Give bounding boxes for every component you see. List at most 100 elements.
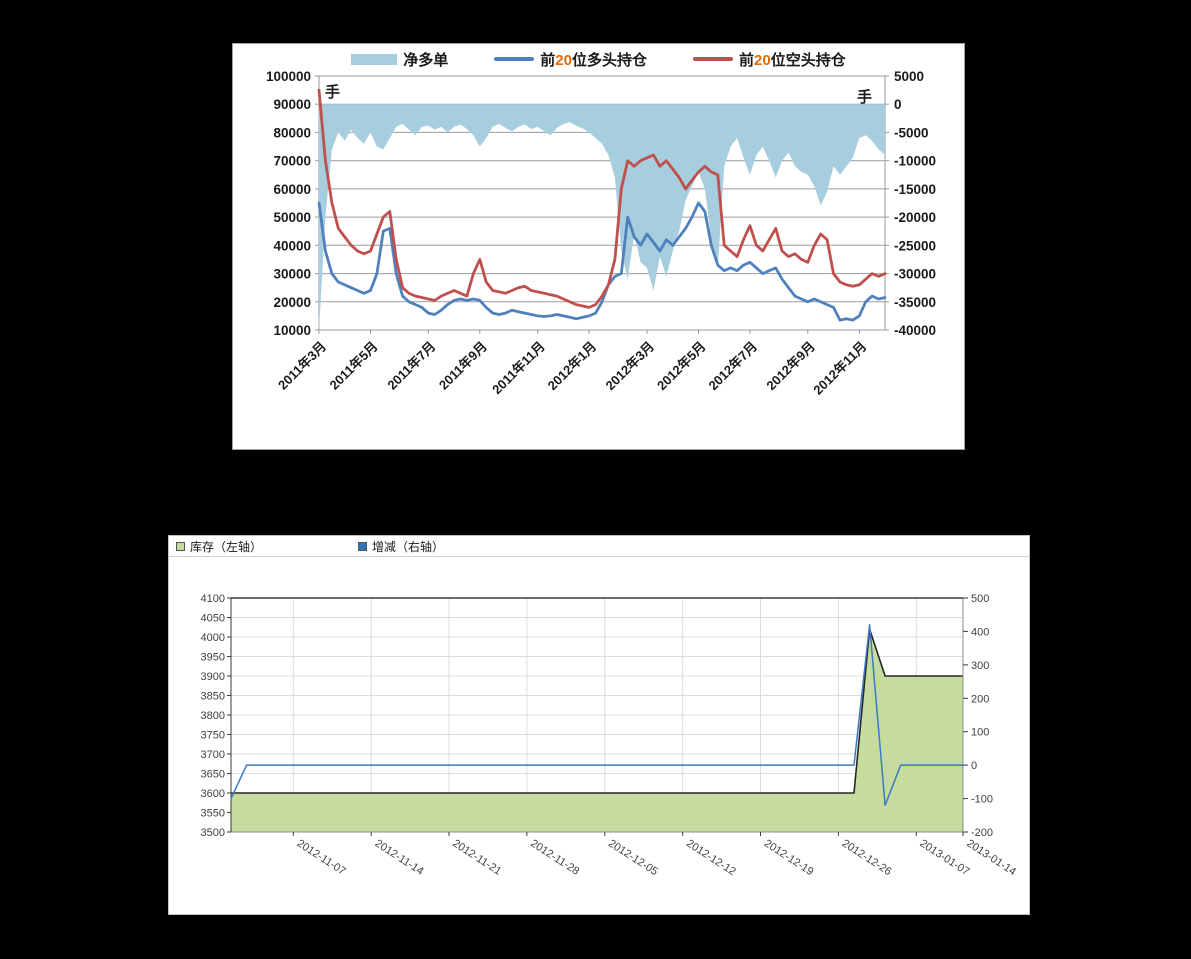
bottom-chart-legend: 库存（左轴） 增减（右轴） bbox=[169, 536, 1029, 557]
svg-text:3700: 3700 bbox=[201, 749, 225, 761]
svg-text:4100: 4100 bbox=[201, 593, 225, 605]
svg-text:60000: 60000 bbox=[273, 182, 311, 197]
line-swatch bbox=[494, 57, 535, 61]
svg-text:3750: 3750 bbox=[201, 730, 225, 742]
svg-text:0: 0 bbox=[971, 760, 977, 772]
svg-text:3950: 3950 bbox=[201, 652, 225, 664]
legend-label: 增减（右轴） bbox=[372, 539, 445, 554]
svg-text:-25000: -25000 bbox=[894, 238, 936, 253]
svg-text:2011年5月: 2011年5月 bbox=[327, 339, 381, 393]
svg-text:-100: -100 bbox=[971, 794, 993, 806]
change-line-series bbox=[230, 623, 963, 807]
legend-item-top20-short: 前20位空头持仓 bbox=[693, 49, 846, 70]
svg-text:2012年7月: 2012年7月 bbox=[705, 339, 760, 394]
legend-label: 净多单 bbox=[403, 51, 449, 69]
inventory-area-outline bbox=[231, 628, 963, 794]
svg-text:300: 300 bbox=[971, 660, 989, 672]
svg-text:2012-11-14: 2012-11-14 bbox=[373, 837, 426, 877]
square-swatch bbox=[358, 541, 368, 551]
svg-text:3850: 3850 bbox=[201, 691, 225, 703]
legend-label: 前20位多头持仓 bbox=[540, 51, 647, 69]
svg-text:2012-11-07: 2012-11-07 bbox=[295, 837, 348, 877]
svg-text:2011年11月: 2011年11月 bbox=[489, 339, 548, 398]
bottom-left-axis-labels: 4100 4050 4000 3950 3900 3850 3800 3750 3700 3650… bbox=[201, 593, 225, 839]
svg-text:-200: -200 bbox=[971, 827, 993, 839]
svg-text:3800: 3800 bbox=[201, 710, 225, 722]
svg-text:-30000: -30000 bbox=[894, 267, 936, 282]
svg-text:100: 100 bbox=[971, 727, 989, 739]
svg-text:70000: 70000 bbox=[273, 154, 311, 169]
svg-text:30000: 30000 bbox=[273, 267, 311, 282]
svg-text:-10000: -10000 bbox=[894, 154, 936, 169]
svg-text:80000: 80000 bbox=[273, 125, 311, 140]
svg-text:-15000: -15000 bbox=[894, 182, 936, 197]
svg-text:2011年9月: 2011年9月 bbox=[436, 339, 490, 393]
svg-text:4050: 4050 bbox=[201, 613, 225, 625]
top20-long-line-series bbox=[317, 201, 887, 322]
svg-text:400: 400 bbox=[971, 626, 989, 638]
left-axis-unit-label: 手 bbox=[325, 84, 341, 101]
legend-item-top20-long: 前20位多头持仓 bbox=[494, 49, 647, 70]
svg-text:2012年5月: 2012年5月 bbox=[654, 339, 709, 394]
svg-text:20000: 20000 bbox=[273, 295, 311, 310]
futures-positions-chart-panel: 净多单 前20位多头持仓 前20位空头持仓 100000 90000 80000 7000… bbox=[232, 43, 965, 450]
bottom-right-axis-labels: 500 400 300 200 100 0 -100 -200 bbox=[971, 593, 993, 839]
top20-short-line-series bbox=[317, 88, 887, 309]
svg-text:2012-12-12: 2012-12-12 bbox=[684, 837, 738, 878]
svg-text:2012-12-26: 2012-12-26 bbox=[840, 837, 894, 878]
svg-text:2011年3月: 2011年3月 bbox=[275, 339, 329, 393]
svg-text:2012年9月: 2012年9月 bbox=[763, 339, 818, 394]
inventory-chart: 4100405040003950390038503800375037003650… bbox=[201, 593, 1019, 878]
top-left-axis-labels: 100000 90000 80000 70000 60000 50000 40000 3000… bbox=[266, 69, 311, 338]
svg-text:90000: 90000 bbox=[273, 97, 311, 112]
inventory-area-series bbox=[231, 629, 963, 832]
top-right-axis-labels: 5000 0 -5000 -10000 -15000 -20000 -25000 -30000… bbox=[894, 69, 936, 338]
legend-label: 库存（左轴） bbox=[190, 539, 263, 554]
svg-text:2012-12-05: 2012-12-05 bbox=[606, 837, 660, 878]
line-swatch bbox=[693, 57, 733, 61]
svg-text:2011年7月: 2011年7月 bbox=[384, 339, 438, 393]
svg-text:10000: 10000 bbox=[273, 323, 311, 338]
top-chart-legend: 净多单 前20位多头持仓 前20位空头持仓 bbox=[233, 49, 964, 69]
svg-text:2012-11-28: 2012-11-28 bbox=[528, 837, 581, 877]
svg-text:0: 0 bbox=[894, 97, 902, 112]
svg-text:3550: 3550 bbox=[201, 808, 225, 820]
svg-text:3900: 3900 bbox=[201, 671, 225, 683]
svg-text:3650: 3650 bbox=[201, 769, 225, 781]
svg-text:5000: 5000 bbox=[894, 69, 924, 84]
svg-text:2012年3月: 2012年3月 bbox=[603, 339, 658, 394]
svg-text:40000: 40000 bbox=[273, 238, 311, 253]
svg-text:50000: 50000 bbox=[273, 210, 311, 225]
inventory-chart-panel: 库存（左轴） 增减（右轴） 4100 4050 4000 3950 3900 3850 380… bbox=[168, 535, 1030, 915]
area-swatch bbox=[351, 53, 398, 65]
top-tick-marks bbox=[315, 75, 889, 334]
svg-text:-40000: -40000 bbox=[894, 323, 936, 338]
svg-text:2012-12-19: 2012-12-19 bbox=[762, 837, 816, 878]
bottom-tick-marks bbox=[227, 597, 968, 836]
svg-text:-5000: -5000 bbox=[894, 125, 929, 140]
svg-text:500: 500 bbox=[971, 593, 989, 605]
svg-text:2012年1月: 2012年1月 bbox=[545, 339, 600, 394]
svg-text:-35000: -35000 bbox=[894, 295, 936, 310]
legend-label: 前20位空头持仓 bbox=[739, 51, 846, 69]
svg-text:2013-01-07: 2013-01-07 bbox=[918, 837, 972, 878]
svg-text:2012年11月: 2012年11月 bbox=[810, 339, 869, 398]
svg-text:3600: 3600 bbox=[201, 788, 225, 800]
svg-text:200: 200 bbox=[971, 693, 989, 705]
svg-text:100000: 100000 bbox=[266, 69, 311, 84]
svg-text:3500: 3500 bbox=[201, 827, 225, 839]
square-swatch bbox=[176, 541, 185, 551]
legend-item-net-long: 净多单 bbox=[351, 49, 448, 70]
svg-text:2012-11-21: 2012-11-21 bbox=[450, 837, 503, 877]
net-long-area-series bbox=[319, 104, 885, 330]
legend-item-inventory: 库存（左轴） bbox=[176, 538, 262, 555]
legend-item-change: 增减（右轴） bbox=[358, 538, 444, 555]
svg-text:4000: 4000 bbox=[201, 632, 225, 644]
svg-text:-20000: -20000 bbox=[894, 210, 936, 225]
bottom-x-axis-labels: 2012-11-07 2012-11-14 2012-11-21 2012-11-28… bbox=[295, 837, 1018, 878]
futures-positions-chart: 1000009000080000700006000050000400003000… bbox=[266, 69, 936, 398]
right-axis-unit-label: 手 bbox=[856, 89, 872, 106]
svg-text:2013-01-14: 2013-01-14 bbox=[964, 837, 1018, 878]
